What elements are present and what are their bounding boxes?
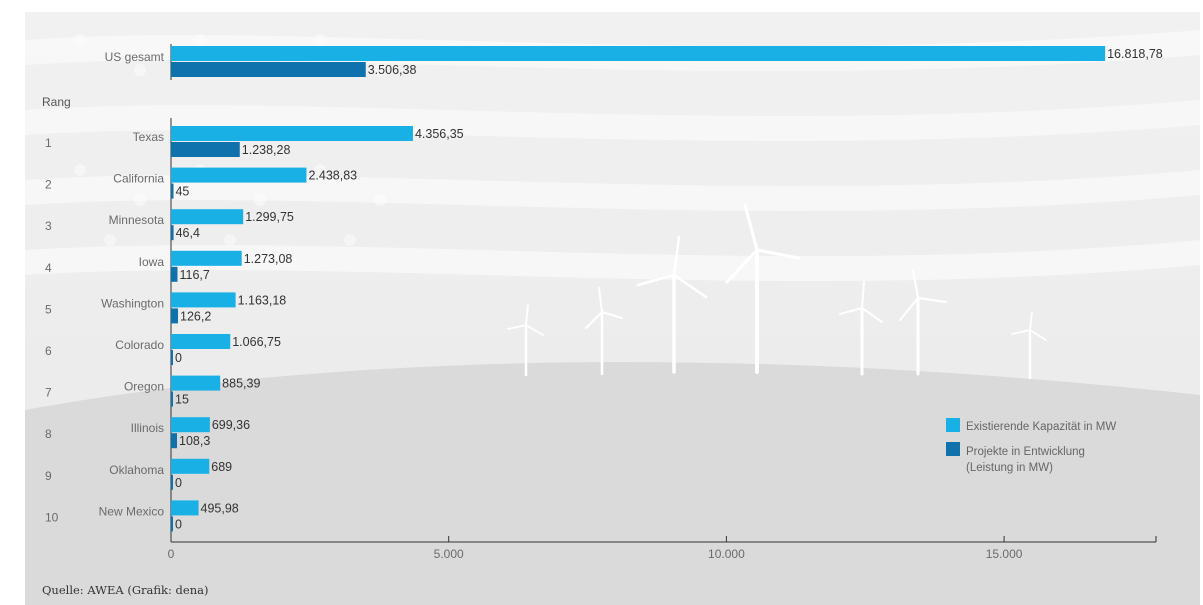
legend-swatch-projects	[946, 442, 960, 456]
bar-minnesota-existing	[171, 209, 244, 225]
bar-oklahoma-projects	[171, 474, 173, 490]
x-axis-ticks: 0 5.000 10.000 15.000	[168, 536, 1023, 561]
value-label-washington-projects: 126,2	[180, 309, 211, 323]
x-tick-label-2: 10.000	[708, 547, 745, 561]
bar-oregon-projects	[171, 391, 173, 407]
bar-groups: 16.818,78 3.506,38 US gesamt 4.356,35 1.238,…	[45, 46, 1163, 532]
bar-washington-projects	[171, 308, 179, 324]
value-label-california-existing: 2.438,83	[308, 169, 357, 183]
legend: Existierende Kapazität in MW Projekte in…	[946, 418, 1116, 474]
bar-washington-existing	[171, 292, 236, 308]
source-note: Quelle: AWEA (Grafik: dena)	[42, 583, 208, 597]
x-tick-label-3: 15.000	[986, 547, 1023, 561]
value-label-iowa-existing: 1.273,08	[244, 252, 293, 266]
category-label-texas: Texas	[133, 130, 164, 144]
category-label-iowa: Iowa	[139, 255, 165, 269]
bar-texas-existing	[171, 126, 413, 141]
bar-new-mexico-projects	[171, 516, 173, 532]
category-label-oregon: Oregon	[124, 380, 164, 394]
bar-minnesota-projects	[171, 225, 174, 241]
value-label-texas-projects: 1.238,28	[242, 143, 291, 157]
value-label-illinois-projects: 108,3	[179, 434, 210, 448]
value-label-us-total-existing: 16.818,78	[1107, 47, 1163, 61]
legend-label-existing: Existierende Kapazität in MW	[966, 421, 1116, 433]
value-label-oklahoma-projects: 0	[175, 476, 182, 490]
bar-colorado-projects	[171, 350, 173, 365]
x-tick-label-0: 0	[168, 547, 175, 561]
category-label-new-mexico: New Mexico	[99, 504, 165, 518]
wind-turbines-illustration	[507, 203, 1047, 380]
value-label-new-mexico-projects: 0	[175, 517, 182, 531]
value-label-new-mexico-existing: 495,98	[201, 501, 239, 515]
bar-california-existing	[171, 167, 307, 183]
rank-label-oklahoma: 9	[45, 469, 52, 483]
rank-header: Rang	[42, 95, 71, 109]
bar-us-total-existing	[171, 46, 1106, 61]
value-label-minnesota-projects: 46,4	[176, 226, 200, 240]
category-label-minnesota: Minnesota	[109, 213, 165, 227]
legend-swatch-existing	[946, 418, 960, 432]
bar-oregon-existing	[171, 375, 221, 391]
bar-texas-projects	[171, 142, 240, 157]
category-label-colorado: Colorado	[115, 338, 164, 352]
value-label-washington-existing: 1.163,18	[238, 293, 287, 307]
bar-us-total-projects	[171, 62, 366, 77]
rank-label-texas: 1	[45, 136, 52, 150]
legend-label-projects-line2: (Leistung in MW)	[966, 462, 1053, 474]
rank-label-iowa: 4	[45, 261, 52, 275]
x-tick-label-1: 5.000	[434, 547, 464, 561]
category-label-washington: Washington	[101, 296, 164, 310]
value-label-oregon-existing: 885,39	[222, 377, 260, 391]
rank-label-illinois: 8	[45, 427, 52, 441]
rank-label-washington: 5	[45, 302, 52, 316]
value-label-colorado-projects: 0	[175, 351, 182, 365]
rank-label-colorado: 6	[45, 344, 52, 358]
rank-label-california: 2	[45, 178, 52, 192]
value-label-texas-existing: 4.356,35	[415, 127, 464, 141]
value-label-illinois-existing: 699,36	[212, 418, 250, 432]
value-label-colorado-existing: 1.066,75	[232, 335, 281, 349]
bar-iowa-projects	[171, 266, 178, 282]
category-label-illinois: Illinois	[131, 421, 164, 435]
category-label-us-total: US gesamt	[105, 50, 165, 64]
legend-label-projects: Projekte in Entwicklung	[966, 446, 1085, 458]
category-label-oklahoma: Oklahoma	[109, 463, 164, 477]
rank-label-oregon: 7	[45, 386, 52, 400]
value-label-iowa-projects: 116,7	[179, 268, 209, 282]
bar-new-mexico-existing	[171, 500, 199, 516]
bar-oklahoma-existing	[171, 458, 210, 474]
value-label-california-projects: 45	[175, 185, 189, 199]
value-label-oklahoma-existing: 689	[211, 460, 232, 474]
bar-illinois-projects	[171, 433, 178, 449]
bar-california-projects	[171, 183, 174, 199]
hill-background	[25, 362, 1200, 605]
bar-colorado-existing	[171, 334, 231, 349]
value-label-minnesota-existing: 1.299,75	[245, 210, 294, 224]
category-label-california: California	[113, 172, 164, 186]
bar-iowa-existing	[171, 250, 242, 266]
value-label-oregon-projects: 15	[175, 393, 189, 407]
value-label-us-total-projects: 3.506,38	[368, 63, 417, 77]
rank-label-minnesota: 3	[45, 219, 52, 233]
rank-label-new-mexico: 10	[45, 510, 59, 524]
bar-illinois-existing	[171, 417, 210, 433]
